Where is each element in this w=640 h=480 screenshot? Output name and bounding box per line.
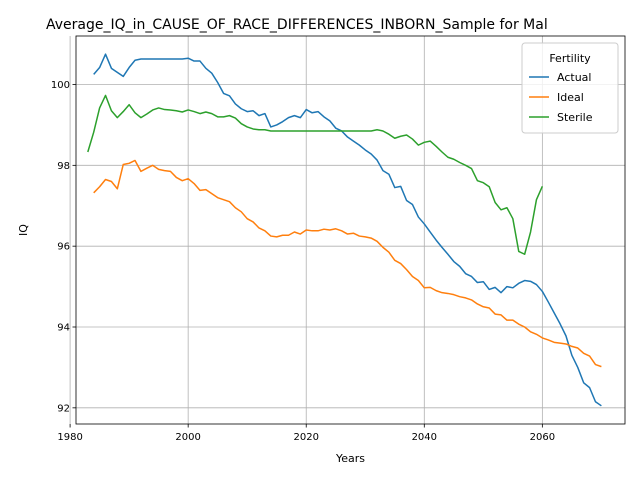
- x-tick-label: 2040: [412, 432, 437, 443]
- y-axis-label: IQ: [17, 224, 30, 236]
- legend-label-sterile: Sterile: [557, 111, 593, 124]
- legend-label-ideal: Ideal: [557, 91, 584, 104]
- y-tick-label: 100: [51, 80, 70, 91]
- x-tick-label: 2060: [530, 432, 555, 443]
- x-axis-label: Years: [335, 452, 365, 465]
- series-line-actual: [93, 53, 602, 407]
- legend: Fertility Actual Ideal Sterile: [521, 42, 619, 134]
- plot-frame: [75, 35, 626, 425]
- legend-label-actual: Actual: [557, 71, 591, 84]
- y-tick-label: 92: [57, 403, 70, 414]
- chart-title: Average_IQ_in_CAUSE_OF_RACE_DIFFERENCES_…: [46, 17, 548, 33]
- y-axis: 92 94 96 98 100: [51, 80, 76, 414]
- x-tick-label: 1980: [57, 432, 82, 443]
- series-line-ideal: [93, 159, 602, 368]
- y-tick-label: 96: [57, 242, 70, 253]
- legend-box: [521, 42, 619, 134]
- series-line-sterile: [87, 94, 544, 255]
- y-tick-label: 94: [57, 323, 70, 334]
- legend-items: Actual Ideal Sterile: [529, 71, 593, 124]
- x-axis: 1980 2000 2020 2040 2060: [57, 424, 555, 443]
- plot-area: [87, 53, 602, 407]
- x-tick-label: 2020: [293, 432, 318, 443]
- y-tick-label: 98: [57, 161, 70, 172]
- x-tick-label: 2000: [175, 432, 200, 443]
- legend-title: Fertility: [549, 52, 591, 65]
